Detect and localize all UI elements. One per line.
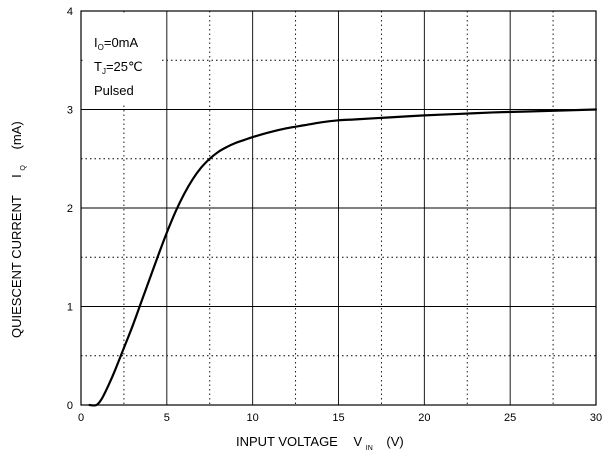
tick-labels: 0 5 10 15 20 25 30 0 1 2 3 4 <box>67 6 602 424</box>
y-axis-label-symbol: I <box>9 174 24 178</box>
x-tick-label: 10 <box>247 412 259 424</box>
x-tick-label: 25 <box>504 412 516 424</box>
y-tick-label: 1 <box>67 302 73 314</box>
y-axis-label-text: QUIESCENT CURRENT <box>9 195 24 338</box>
annotation-line: IO=0mA <box>94 35 139 52</box>
annotation-box: IO=0mA TJ=25℃ Pulsed <box>85 15 159 105</box>
annotation-line: Pulsed <box>94 83 134 98</box>
series-layer <box>88 108 598 407</box>
y-tick-label: 0 <box>67 400 73 412</box>
x-tick-label: 15 <box>332 412 344 424</box>
y-tick-label: 3 <box>67 105 73 117</box>
y-axis-label: QUIESCENT CURRENT I Q (mA) <box>9 121 28 338</box>
grid <box>81 11 596 405</box>
x-axis-label-unit: (V) <box>386 434 403 449</box>
x-axis-label-subscript: IN <box>366 445 373 452</box>
x-tick-label: 5 <box>164 412 170 424</box>
y-axis-label-subscript: Q <box>20 165 27 171</box>
x-tick-label: 30 <box>590 412 602 424</box>
y-tick-label: 2 <box>67 203 73 215</box>
x-axis-label-symbol: V <box>353 434 362 449</box>
annotation-line: TJ=25℃ <box>94 59 143 76</box>
annotation-background <box>85 15 159 105</box>
x-axis-label: INPUT VOLTAGE V IN (V) <box>236 434 404 453</box>
y-axis-label-unit: (mA) <box>9 121 24 149</box>
x-tick-label: 20 <box>418 412 430 424</box>
series-line <box>88 108 598 407</box>
x-axis-label-text: INPUT VOLTAGE <box>236 434 338 449</box>
y-tick-label: 4 <box>67 6 73 18</box>
x-tick-label: 0 <box>78 412 84 424</box>
plot-frame <box>80 10 597 406</box>
